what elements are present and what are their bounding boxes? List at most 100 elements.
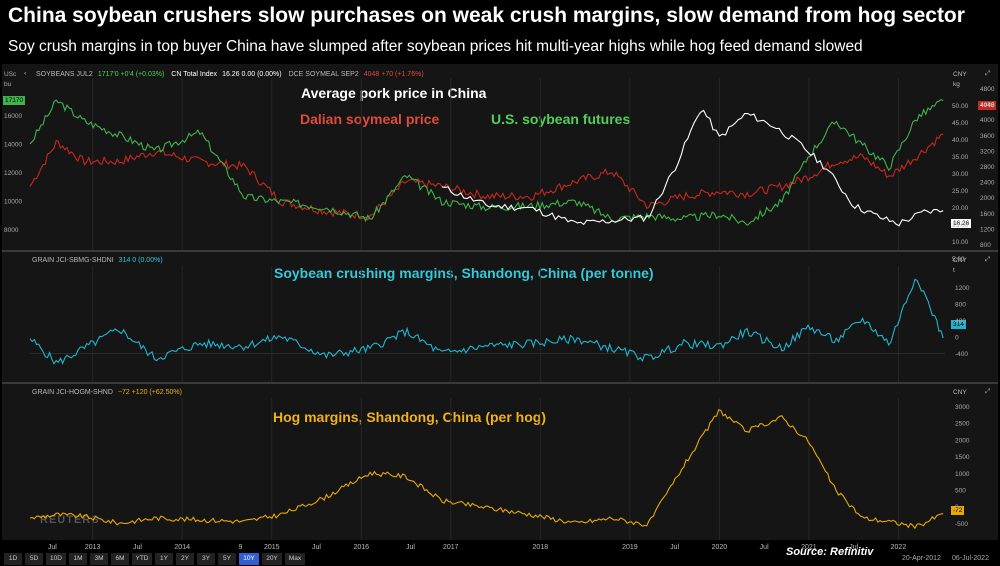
crush-last-badge: 314: [951, 320, 966, 329]
chart-title: China soybean crushers slow purchases on…: [8, 4, 965, 27]
reuters-watermark: REUTERS: [40, 514, 100, 526]
x-axis-tick: Jul: [670, 544, 679, 551]
x-axis-tick: Jul: [312, 544, 321, 551]
soybean-line: [29, 98, 944, 226]
pork-axis-tick: 25.00: [952, 188, 969, 195]
soybean-label: SOYBEANS JUL2: [36, 71, 93, 78]
timeframe-button[interactable]: 2Y: [176, 553, 194, 565]
pork-line: [441, 109, 944, 227]
timeframe-button[interactable]: 3Y: [197, 553, 215, 565]
x-axis-tick: 2015: [264, 544, 280, 551]
hog-label: GRAIN JCI-HOGM-SHND: [32, 389, 113, 396]
soybean-axis-tick: 12000: [4, 170, 22, 177]
pane3-header: GRAIN JCI-HOGM-SHND −72 +120 (+62.50%): [32, 389, 187, 396]
timeframe-button[interactable]: 5Y: [218, 553, 236, 565]
pork-axis-tick: 35.00: [952, 154, 969, 161]
timeframe-button[interactable]: Max: [285, 553, 305, 565]
timeframe-button[interactable]: 1D: [4, 553, 22, 565]
pane3-right-unit: CNY: [953, 389, 967, 396]
soymeal-last-badge: 4048: [978, 101, 997, 110]
timeframe-button[interactable]: 10Y: [239, 553, 259, 565]
hog-margin-line: [29, 409, 944, 530]
pork-axis-tick: 20.00: [952, 205, 969, 212]
date-to: 06-Jul-2022: [952, 555, 989, 562]
timeframe-button[interactable]: 5D: [25, 553, 43, 565]
hog-axis-tick: 2500: [955, 421, 970, 428]
pork-axis-tick: 40.00: [952, 137, 969, 144]
crush-axis-tick: 800: [955, 302, 966, 309]
pork-axis-tick: 45.00: [952, 120, 969, 127]
pane-divider: [2, 250, 998, 252]
soybean-axis-tick: 16000: [4, 113, 22, 120]
crush-label: GRAIN JCI-SBMG-SHDNI: [32, 257, 114, 264]
x-axis-tick: 2021: [801, 544, 817, 551]
pane1-header: SOYBEANS JUL2 1717'0 +0'4 (+0.03%) CN Tot…: [36, 71, 429, 78]
pork-axis-tick: 5.00: [952, 256, 965, 263]
x-axis-tick: 2019: [622, 544, 638, 551]
pane-crush-margin: [2, 252, 998, 382]
soymeal-label: DCE SOYMEAL SEP2: [288, 71, 359, 78]
pane3-expand-icon[interactable]: ⤢: [985, 388, 991, 395]
timeframe-button[interactable]: 6M: [111, 553, 129, 565]
x-axis-tick: Jul: [133, 544, 142, 551]
timeframe-button[interactable]: 1M: [69, 553, 87, 565]
soymeal-axis-tick: 4800: [980, 86, 995, 93]
timeframe-button[interactable]: 10D: [46, 553, 66, 565]
soymeal-axis-tick: 2400: [980, 180, 995, 187]
timeframe-button[interactable]: YTD: [132, 553, 152, 565]
x-axis-tick: Jul: [849, 544, 858, 551]
hog-axis-tick: 1000: [955, 471, 970, 478]
hog-axis-tick: -500: [955, 521, 968, 528]
soybean-axis-tick: 10000: [4, 199, 22, 206]
soymeal-line: [29, 133, 944, 221]
annotation-hog: Hog margins, Shandong, China (per hog): [273, 409, 546, 425]
hog-last-badge: -72: [951, 506, 965, 515]
soybean-last-badge: 17170: [3, 96, 26, 105]
right-unit: CNY: [953, 71, 967, 78]
date-from: 20-Apr-2012: [902, 555, 941, 562]
hog-axis-tick: 3000: [955, 404, 970, 411]
soymeal-axis-tick: 800: [980, 242, 991, 249]
pork-value: 16.26 0.00 (0.00%): [222, 71, 282, 78]
pork-axis-tick: 10.00: [952, 239, 969, 246]
soymeal-axis-tick: 2800: [980, 164, 995, 171]
left-unit: USc: [4, 71, 17, 78]
timeframe-button[interactable]: 1Y: [155, 553, 173, 565]
crush-axis-tick: -400: [955, 351, 968, 358]
expand-icon[interactable]: ⤢: [985, 70, 991, 77]
annotation-pork: Average pork price in China: [301, 85, 487, 101]
hog-axis-tick: 2000: [955, 437, 970, 444]
pork-axis-tick: 30.00: [952, 171, 969, 178]
collapse-icon[interactable]: ‹: [24, 70, 27, 77]
pane2-expand-icon[interactable]: ⤢: [985, 256, 991, 263]
soybean-value: 1717'0 +0'4 (+0.03%): [97, 71, 165, 78]
pork-axis-tick: 50.00: [952, 103, 969, 110]
soymeal-axis-tick: 1200: [980, 226, 995, 233]
hog-axis-tick: 500: [955, 488, 966, 495]
right-unit-2: kg: [953, 81, 960, 88]
hog-axis-tick: 1500: [955, 454, 970, 461]
pane2-right-unit: CNY: [953, 257, 967, 264]
soymeal-axis-tick: 3200: [980, 148, 995, 155]
soybean-axis-tick: 8000: [4, 227, 19, 234]
pork-last-badge: 16.26: [951, 219, 972, 228]
timeframe-button[interactable]: 3M: [90, 553, 108, 565]
pork-label: CN Total Index: [171, 71, 218, 78]
annotation-soymeal: Dalian soymeal price: [300, 111, 440, 127]
x-axis-tick: 9: [238, 544, 242, 551]
source-note: Source: Refinitiv: [786, 546, 874, 558]
pane2-right-unit-2: t: [953, 267, 955, 274]
x-axis-tick: Jul: [48, 544, 57, 551]
pork-axis-tick: 15.00: [952, 222, 969, 229]
timeframe-button[interactable]: 20Y: [262, 553, 282, 565]
x-axis-tick: 2017: [443, 544, 459, 551]
soybean-axis-tick: 14000: [4, 142, 22, 149]
x-axis-tick: Jul: [406, 544, 415, 551]
pane-divider: [2, 382, 998, 384]
soymeal-axis-tick: 3600: [980, 133, 995, 140]
left-unit-2: bu: [4, 81, 12, 88]
crush-axis-tick: 400: [955, 318, 966, 325]
x-axis-tick: 2020: [712, 544, 728, 551]
soymeal-axis-tick: 4000: [980, 117, 995, 124]
